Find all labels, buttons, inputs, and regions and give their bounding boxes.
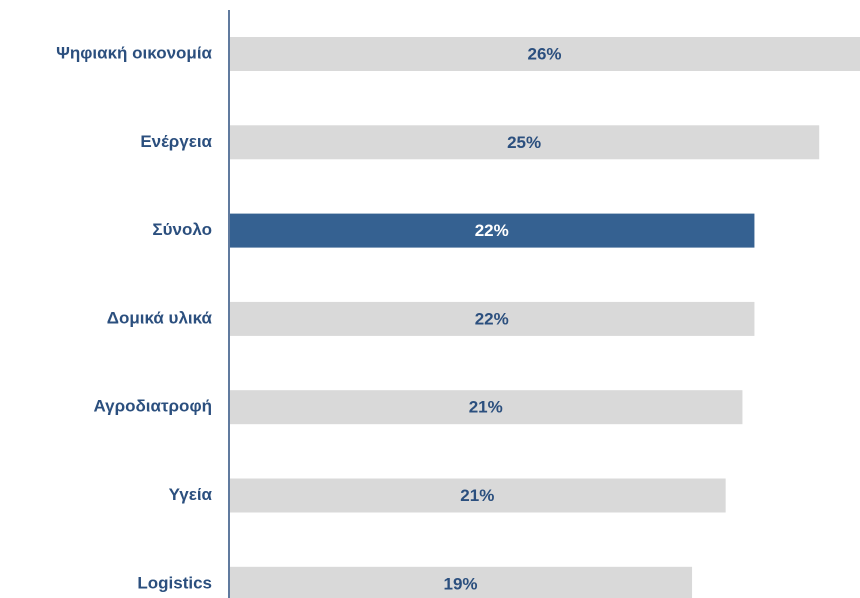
y-tick-label: Ενέργεια [140, 132, 212, 151]
y-tick-label: Logistics [137, 573, 212, 592]
bar [230, 125, 820, 160]
data-label: 26% [527, 44, 561, 63]
y-tick-label: Αγροδιατροφή [93, 397, 212, 416]
data-label: 21% [460, 486, 494, 505]
bar [230, 566, 693, 598]
y-tick-label: Ψηφιακή οικονομία [56, 43, 212, 62]
y-tick-label: Σύνολο [152, 220, 212, 239]
bar [230, 478, 726, 513]
bar [230, 301, 755, 336]
data-label: 22% [475, 221, 509, 240]
y-tick-label: Υγεία [169, 485, 213, 504]
data-label: 22% [475, 309, 509, 328]
data-label: 19% [444, 574, 478, 593]
data-label: 25% [507, 133, 541, 152]
y-tick-label: Δομικά υλικά [107, 308, 213, 327]
bar [230, 37, 860, 71]
bar [230, 390, 743, 425]
data-label: 21% [469, 398, 503, 417]
bar [230, 213, 755, 248]
